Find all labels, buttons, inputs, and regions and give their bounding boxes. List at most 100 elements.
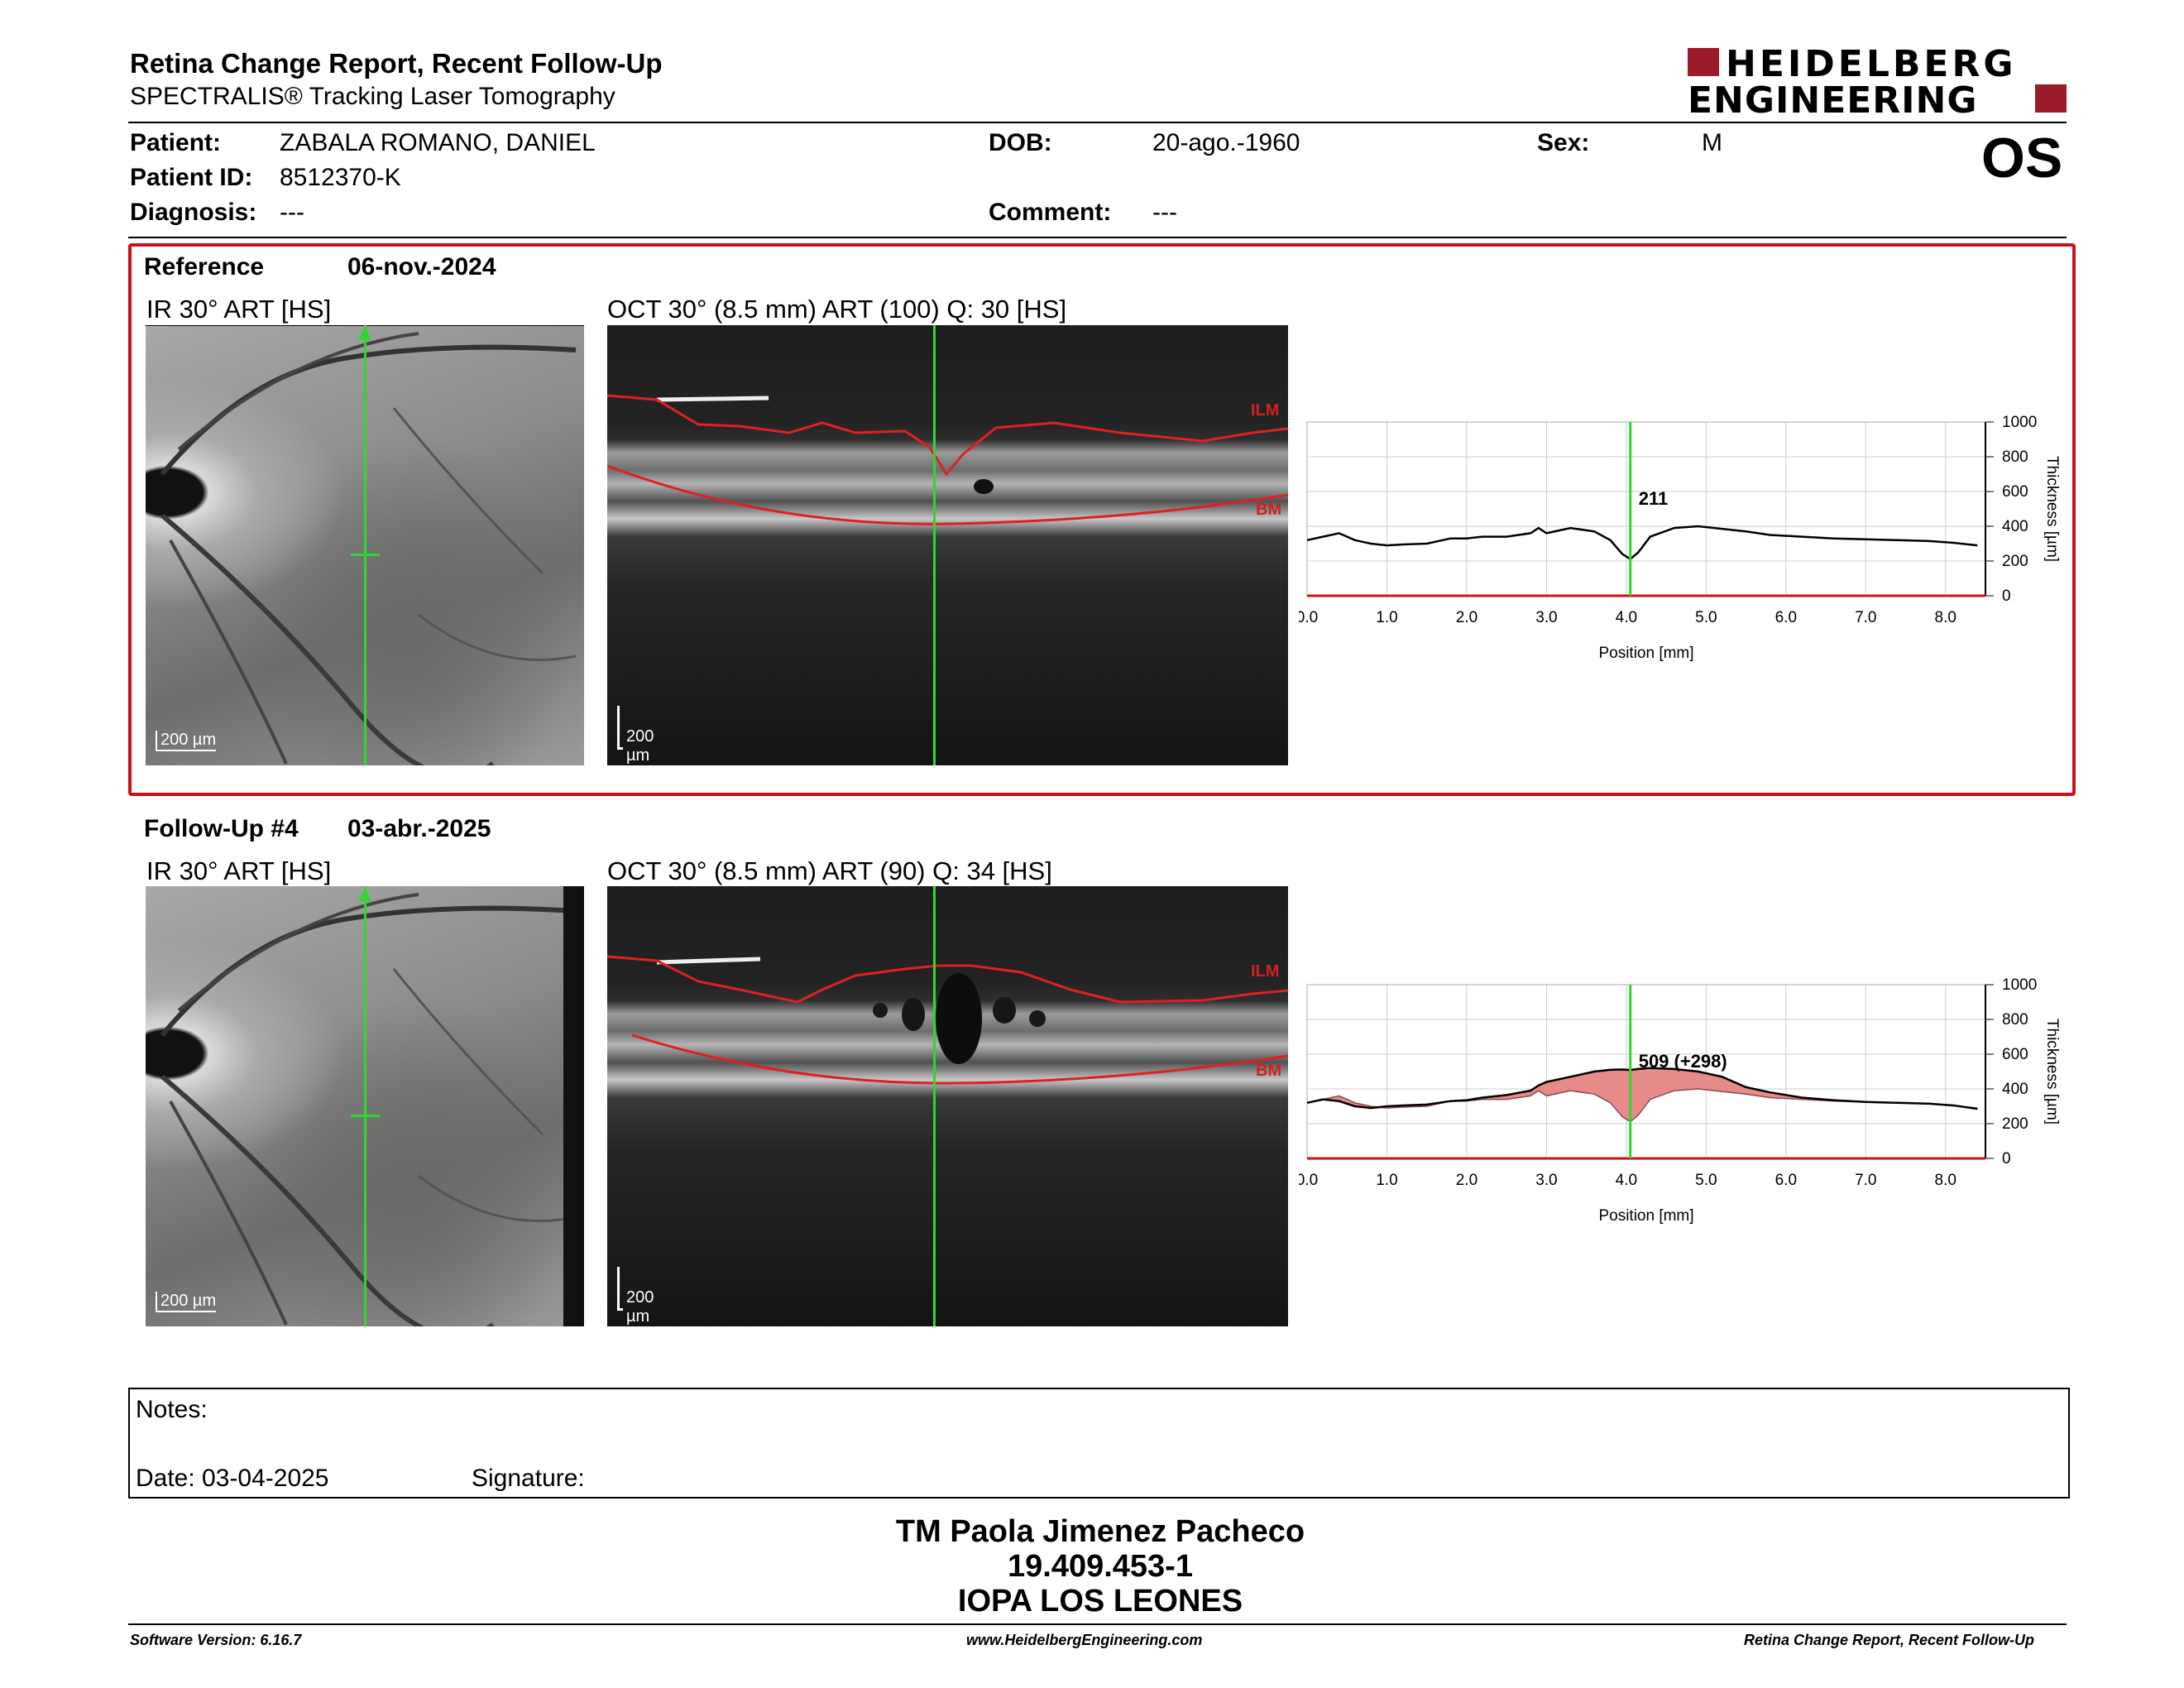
patient-label: Patient: bbox=[130, 129, 222, 156]
logo-text-bottom: ENGINEERING bbox=[1688, 79, 1978, 122]
plot-frame bbox=[1306, 421, 1986, 597]
diagnosis-label: Diagnosis: bbox=[130, 199, 257, 226]
sex-value: M bbox=[1702, 129, 1722, 156]
reference-oct-image: ILM BM 200 µm bbox=[607, 325, 1288, 765]
reference-ir-title: IR 30° ART [HS] bbox=[146, 295, 332, 324]
followup-oct-title: OCT 30° (8.5 mm) ART (90) Q: 34 [HS] bbox=[607, 856, 1052, 885]
followup-oct-layers bbox=[607, 955, 1288, 1085]
header-divider bbox=[128, 122, 2067, 123]
notes-box[interactable] bbox=[128, 1388, 2070, 1499]
footer-report-name: Retina Change Report, Recent Follow-Up bbox=[1744, 1632, 2035, 1648]
x-axis-label: Position [mm] bbox=[1598, 1207, 1693, 1225]
heidelberg-logo: HEIDELBERG ENGINEERING bbox=[1688, 43, 2068, 122]
footer-divider bbox=[128, 1623, 2067, 1625]
reference-vessels bbox=[146, 325, 584, 765]
y-tick-label: 800 bbox=[2002, 1011, 2028, 1029]
y-axis-label: Thickness [µm] bbox=[2043, 1019, 2061, 1125]
x-tick-label: 5.0 bbox=[1695, 609, 1717, 626]
reference-bm-label: BM bbox=[1256, 501, 1282, 519]
reference-thickness-chart: 0.0 1.0 2.0 3.0 4.0 5.0 6.0 7.0 8.0 0 200 400 600 800… bbox=[1299, 414, 2061, 662]
y-tick-label: 1000 bbox=[2002, 976, 2037, 994]
followup-ir-crosshair bbox=[351, 1115, 380, 1117]
logo-square-top bbox=[1688, 48, 1719, 76]
notes-date: Date: 03-04-2025 bbox=[136, 1465, 329, 1492]
reference-label: Reference bbox=[144, 253, 265, 281]
reference-oct-layers bbox=[607, 394, 1288, 525]
patient-name: ZABALA ROMANO, DANIEL bbox=[280, 129, 596, 156]
x-tick-label: 1.0 bbox=[1376, 609, 1397, 626]
followup-ir-scan-line bbox=[364, 886, 366, 1326]
signer-name: TM Paola Jimenez Pacheco bbox=[895, 1514, 1305, 1549]
reference-oct-scale: 200 µm bbox=[617, 706, 654, 765]
thickness-change-area bbox=[1307, 1067, 1978, 1122]
x-tick-label: 5.0 bbox=[1695, 1172, 1717, 1189]
followup-ir-title: IR 30° ART [HS] bbox=[146, 856, 332, 885]
footer-software: Software Version: 6.16.7 bbox=[130, 1632, 302, 1648]
followup-thickness-line bbox=[1306, 1067, 1978, 1110]
reference-ir-arrow-icon bbox=[358, 327, 371, 340]
thickness-line bbox=[1306, 525, 1978, 561]
x-tick-label: 6.0 bbox=[1775, 1172, 1797, 1189]
patient-id-label: Patient ID: bbox=[130, 164, 253, 191]
x-tick-label: 1.0 bbox=[1376, 1172, 1397, 1189]
y-tick-label: 0 bbox=[2002, 587, 2011, 605]
x-tick-label: 3.0 bbox=[1535, 1172, 1557, 1189]
signer-rut: 19.409.453-1 bbox=[1008, 1549, 1193, 1584]
x-tick-label: 6.0 bbox=[1775, 609, 1797, 626]
dob-value: 20-ago.-1960 bbox=[1152, 129, 1300, 156]
signature-label: Signature: bbox=[472, 1465, 585, 1492]
x-tick-label: 8.0 bbox=[1935, 1172, 1956, 1189]
report-subtitle: SPECTRALIS® Tracking Laser Tomography bbox=[130, 83, 615, 110]
followup-thickness-chart: 0.0 1.0 2.0 3.0 4.0 5.0 6.0 7.0 8.0 0 200 400 600 800… bbox=[1299, 976, 2061, 1225]
x-tick-label: 4.0 bbox=[1616, 609, 1637, 626]
followup-oct-image: ILM BM 200 µm bbox=[607, 886, 1288, 1326]
y-tick-label: 600 bbox=[2002, 1046, 2028, 1063]
reference-ir-image: 200 µm bbox=[146, 325, 584, 765]
x-tick-label: 7.0 bbox=[1855, 609, 1876, 626]
x-tick-label: 2.0 bbox=[1456, 609, 1478, 626]
y-tick-label: 200 bbox=[2002, 553, 2028, 570]
followup-bm-label: BM bbox=[1256, 1062, 1282, 1080]
comment-label: Comment: bbox=[989, 199, 1112, 226]
x-axis-label: Position [mm] bbox=[1598, 645, 1693, 662]
reference-date: 06-nov.-2024 bbox=[347, 253, 496, 281]
reference-oct-title: OCT 30° (8.5 mm) ART (100) Q: 30 [HS] bbox=[607, 295, 1067, 324]
y-tick-label: 200 bbox=[2002, 1115, 2028, 1133]
logo-text-top: HEIDELBERG bbox=[1726, 43, 2017, 85]
diagnosis-value: --- bbox=[280, 199, 304, 226]
followup-ir-scale-label: 200 µm bbox=[160, 1292, 217, 1310]
y-tick-label: 1000 bbox=[2002, 414, 2037, 431]
reference-ir-scale-label: 200 µm bbox=[160, 731, 217, 749]
x-tick-label: 4.0 bbox=[1616, 1172, 1637, 1189]
x-tick-label: 3.0 bbox=[1535, 609, 1557, 626]
x-tick-label: 0.0 bbox=[1299, 1172, 1318, 1189]
signer-institution: IOPA LOS LEONES bbox=[957, 1584, 1243, 1618]
patient-divider bbox=[128, 237, 2067, 238]
y-tick-label: 600 bbox=[2002, 483, 2028, 501]
reference-ir-crosshair bbox=[351, 554, 380, 556]
sex-label: Sex: bbox=[1537, 129, 1590, 156]
comment-value: --- bbox=[1152, 199, 1177, 226]
dob-label: DOB: bbox=[989, 129, 1052, 156]
footer-website[interactable]: www.HeidelbergEngineering.com bbox=[966, 1632, 1203, 1648]
logo-square-bottom bbox=[2035, 84, 2067, 113]
followup-ilm-label: ILM bbox=[1251, 962, 1280, 981]
notes-label: Notes: bbox=[136, 1396, 208, 1423]
reference-ilm-label: ILM bbox=[1251, 401, 1280, 420]
report-title: Retina Change Report, Recent Follow-Up bbox=[130, 48, 663, 79]
y-axis-label: Thickness [µm] bbox=[2043, 456, 2061, 562]
followup-label: Follow-Up #4 bbox=[144, 815, 299, 842]
reference-thickness-line bbox=[1306, 1088, 1978, 1123]
marker-value-label: 211 bbox=[1639, 488, 1669, 509]
reference-oct-scale-label: 200 µm bbox=[626, 727, 654, 765]
reference-oct-scan-line bbox=[933, 325, 936, 765]
reference-frame bbox=[128, 243, 2076, 796]
reference-ir-scale: 200 µm bbox=[156, 731, 217, 751]
patient-id-value: 8512370-K bbox=[280, 164, 401, 191]
followup-vessels bbox=[160, 886, 584, 1326]
marker-value-label: 509 (+298) bbox=[1639, 1051, 1727, 1072]
followup-ir-image: 200 µm bbox=[146, 886, 584, 1326]
followup-date: 03-abr.-2025 bbox=[347, 815, 491, 842]
x-tick-label: 0.0 bbox=[1299, 609, 1318, 626]
followup-oct-scale-label: 200 µm bbox=[626, 1288, 654, 1326]
